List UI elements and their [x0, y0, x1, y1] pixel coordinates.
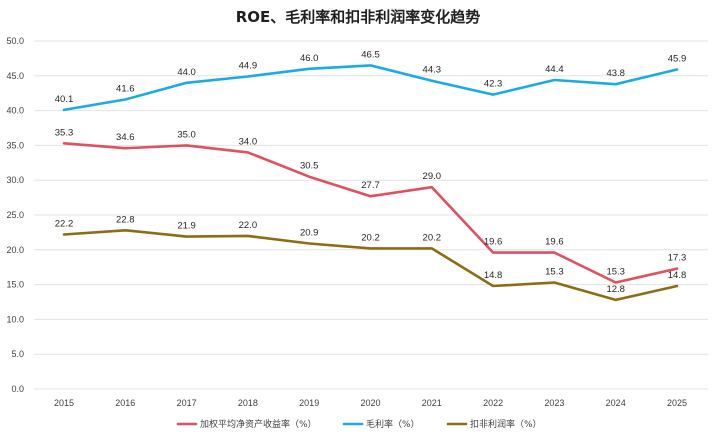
gross-margin-line	[62, 64, 679, 112]
deducted-margin-data-label: 20.2	[423, 232, 442, 243]
roe-data-label: 27.7	[361, 180, 380, 191]
gross-margin-data-label: 46.5	[361, 49, 380, 60]
gross-margin-data-label: 41.6	[116, 83, 135, 94]
roe-data-label: 34.6	[116, 132, 135, 143]
roe-line	[62, 142, 679, 284]
deducted-margin-data-label: 20.2	[361, 232, 380, 243]
gross-margin-data-label: 42.3	[484, 79, 503, 90]
gross-margin-data-label: 43.8	[606, 68, 625, 79]
deducted-margin-data-label: 12.8	[606, 284, 625, 295]
roe-data-label: 35.0	[177, 129, 196, 140]
x-axis-ticks: 2015 2016 2017 2018 2019 2020 2021 2022 2023 2024…	[54, 398, 687, 408]
legend: 加权平均净资产收益率（%） 毛利率（%） 扣非利润率（%）	[176, 418, 542, 430]
deducted-margin-data-label: 14.8	[484, 270, 503, 281]
deducted-margin-legend-label: 扣非利润率（%）	[470, 418, 542, 430]
gross-margin-data-label: 44.4	[545, 64, 564, 75]
x-tick-label: 2024	[606, 398, 626, 408]
roe-data-label: 17.3	[668, 253, 687, 264]
roe-data-label: 30.5	[300, 161, 319, 172]
y-tick-label: 35.0	[6, 140, 24, 150]
series-lines	[62, 64, 679, 302]
deducted-margin-data-label: 14.8	[668, 270, 687, 281]
x-tick-label: 2015	[54, 398, 74, 408]
x-tick-label: 2021	[422, 398, 442, 408]
x-tick-label: 2018	[238, 398, 258, 408]
gross-margin-data-label: 40.1	[55, 94, 74, 105]
y-axis-ticks: 0.0 5.0 10.0 15.0 20.0 25.0 30.0 35.0 40.0 45.0 50…	[6, 36, 24, 394]
gross-margin-legend-label: 毛利率（%）	[366, 418, 420, 430]
grid-lines	[34, 40, 708, 390]
gross-margin-data-label: 44.0	[177, 67, 196, 78]
gross-margin-data-label: 44.9	[239, 60, 258, 71]
y-tick-label: 45.0	[6, 71, 24, 81]
y-tick-label: 10.0	[6, 314, 24, 324]
roe-data-label: 34.0	[239, 136, 258, 147]
roe-legend-label: 加权平均净资产收益率（%）	[200, 418, 317, 430]
x-tick-label: 2023	[544, 398, 564, 408]
x-tick-label: 2020	[360, 398, 380, 408]
x-tick-label: 2022	[483, 398, 503, 408]
data-labels: 35.3 34.6 35.0 34.0 30.5 27.7 29.0 19.6 19.6 15.3…	[55, 49, 687, 295]
y-tick-label: 15.0	[6, 280, 24, 290]
deducted-margin-data-label: 20.9	[300, 228, 319, 239]
roe-data-label: 29.0	[423, 171, 442, 182]
deducted-margin-data-label: 22.2	[55, 218, 74, 229]
deducted-margin-data-label: 22.8	[116, 214, 135, 225]
deducted-margin-data-label: 15.3	[545, 267, 564, 278]
roe-data-label: 15.3	[606, 267, 625, 278]
roe-data-label: 19.6	[545, 237, 564, 248]
x-tick-label: 2019	[299, 398, 319, 408]
x-tick-label: 2016	[115, 398, 135, 408]
gross-margin-data-label: 44.3	[423, 65, 442, 76]
y-tick-label: 50.0	[6, 36, 24, 46]
y-tick-label: 5.0	[11, 349, 24, 359]
y-tick-label: 30.0	[6, 175, 24, 185]
y-tick-label: 25.0	[6, 210, 24, 220]
x-tick-label: 2025	[667, 398, 687, 408]
chart-title: ROE、毛利率和扣非利润率变化趋势	[236, 8, 481, 26]
y-tick-label: 40.0	[6, 106, 24, 116]
deducted-margin-line	[62, 229, 679, 302]
roe-data-label: 19.6	[484, 237, 503, 248]
deducted-margin-data-label: 21.9	[177, 221, 196, 232]
x-tick-label: 2017	[177, 398, 197, 408]
y-tick-label: 20.0	[6, 245, 24, 255]
deducted-margin-data-label: 22.0	[239, 220, 258, 231]
y-tick-label: 0.0	[11, 384, 24, 394]
roe-data-label: 35.3	[55, 127, 74, 138]
gross-margin-data-label: 45.9	[668, 54, 687, 65]
gross-margin-data-label: 46.0	[300, 53, 319, 64]
